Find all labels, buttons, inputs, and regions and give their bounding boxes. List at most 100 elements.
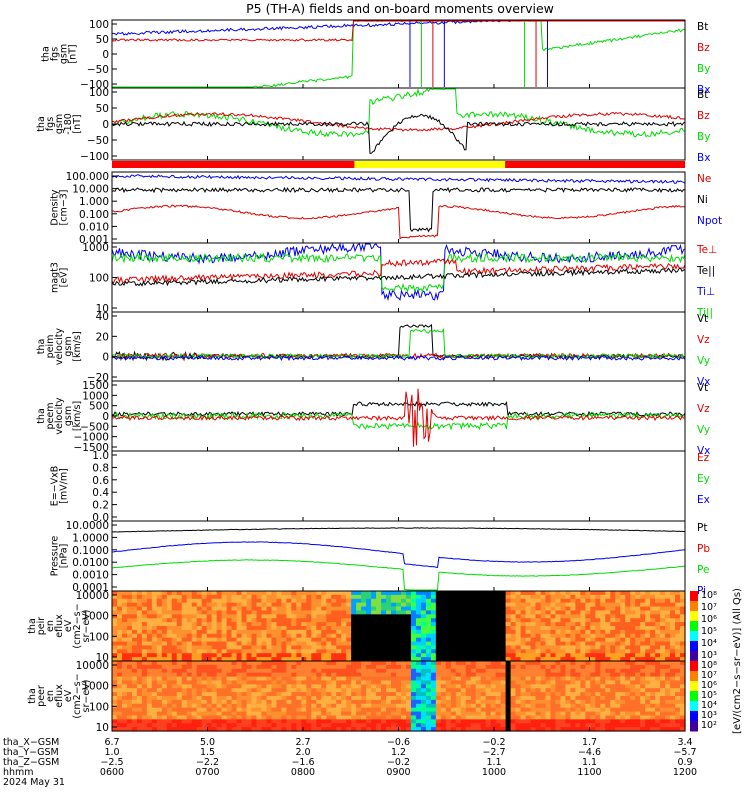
y-axis-label: fgs [50, 47, 61, 61]
electron-spectrogram-cell [405, 723, 412, 728]
ion-spectrogram-cell [296, 633, 302, 639]
ion-spectrogram-cell [455, 629, 462, 635]
electron-spectrogram-cell [525, 688, 532, 693]
electron-spectrogram-cell [301, 703, 307, 709]
electron-spectrogram-cell [605, 723, 611, 728]
ion-spectrogram-cell [246, 594, 253, 600]
electron-spectrogram-cell [500, 711, 507, 717]
ion-spectrogram-cell [605, 637, 611, 643]
electron-spectrogram-cell [221, 727, 228, 732]
electron-spectrogram-cell [560, 668, 567, 674]
ion-spectrogram-cell [460, 649, 467, 654]
y-tick-label: 0 [102, 119, 109, 131]
ion-spectrogram-cell [112, 629, 118, 635]
electron-spectrogram-cell [141, 688, 148, 693]
ion-spectrogram-cell [575, 602, 581, 608]
electron-spectrogram-cell [470, 699, 477, 705]
electron-spectrogram-cell [680, 684, 686, 689]
electron-spectrogram-cell [381, 672, 387, 678]
ion-spectrogram-cell [430, 614, 437, 619]
electron-spectrogram-cell [131, 723, 138, 728]
electron-spectrogram-cell [186, 664, 193, 670]
ion-spectrogram-cell [211, 637, 218, 643]
electron-spectrogram-cell [286, 664, 292, 670]
ion-spectrogram-cell [660, 614, 666, 619]
ion-spectrogram-cell [241, 594, 248, 600]
electron-spectrogram-cell [660, 703, 666, 709]
colorbar-ion-band [690, 641, 698, 652]
bfield-bx-trace [111, 20, 685, 36]
ion-spectrogram-cell [196, 641, 203, 647]
electron-spectrogram-cell [425, 715, 432, 720]
electron-spectrogram-cell [475, 668, 482, 674]
electron-spectrogram-cell [281, 672, 287, 678]
ion-spectrogram-cell [336, 598, 342, 604]
ion-spectrogram-cell [301, 598, 307, 604]
ion-spectrogram-cell [286, 618, 292, 623]
electron-spectrogram-cell [450, 715, 457, 720]
electron-spectrogram-cell [570, 703, 576, 709]
ion-spectrogram-cell [660, 629, 666, 635]
electron-spectrogram-cell [595, 688, 601, 693]
electron-spectrogram-cell [440, 664, 447, 670]
electron-spectrogram-cell [246, 719, 253, 724]
electron-spectrogram-cell [565, 703, 571, 709]
ion-spectrogram-cell [351, 622, 357, 627]
ion-spectrogram-cell [381, 614, 387, 619]
electron-spectrogram-cell [405, 719, 412, 724]
ion-spectrogram-cell [181, 626, 188, 631]
electron-spectrogram-cell [560, 723, 567, 728]
ion-spectrogram-cell [550, 606, 557, 612]
ion-spectrogram-cell [216, 594, 223, 600]
ion-spectrogram-cell [311, 629, 317, 635]
ion-spectrogram-cell [530, 614, 537, 619]
ion-spectrogram-cell [241, 633, 248, 639]
ion-spectrogram-cell [151, 626, 158, 631]
electron-spectrogram-cell [480, 672, 487, 678]
electron-spectrogram-cell [166, 661, 173, 666]
ion-spectrogram-cell [640, 629, 646, 635]
electron-spectrogram-cell [625, 664, 631, 670]
ion-spectrogram-cell [266, 602, 273, 608]
ion-spectrogram-cell [495, 633, 502, 639]
ion-spectrogram-cell [306, 645, 312, 650]
electron-spectrogram-cell [510, 711, 517, 717]
electron-spectrogram-cell [366, 672, 372, 678]
ion-spectrogram-cell [156, 645, 163, 650]
colorbar-ion-band [690, 621, 698, 632]
ion-spectrogram-cell [435, 610, 442, 615]
legend-entry: Te|| [696, 265, 715, 277]
electron-spectrogram-cell [316, 684, 322, 689]
electron-spectrogram-cell [376, 699, 382, 705]
ion-spectrogram-cell [425, 637, 432, 643]
ion-spectrogram-cell [505, 594, 512, 600]
electron-spectrogram-cell [670, 676, 676, 682]
electron-spectrogram-cell [560, 676, 567, 682]
electron-spectrogram-cell [291, 727, 297, 732]
elvel-vy-trace [111, 411, 686, 431]
ion-spectrogram-cell [281, 598, 287, 604]
ion-spectrogram-cell [635, 649, 641, 654]
ion-spectrogram-cell [455, 598, 462, 604]
electron-spectrogram-cell [241, 715, 248, 720]
electron-spectrogram-cell [146, 688, 153, 693]
ion-spectrogram-cell [600, 626, 606, 631]
ion-spectrogram-cell [376, 602, 382, 608]
electron-spectrogram-cell [196, 680, 203, 685]
electron-spectrogram-cell [161, 664, 168, 670]
electron-spectrogram-cell [261, 699, 268, 705]
ion-spectrogram-cell [326, 602, 332, 608]
electron-spectrogram-cell [420, 696, 427, 701]
electron-spectrogram-cell [515, 719, 522, 724]
electron-spectrogram-cell [136, 711, 143, 717]
ion-spectrogram-cell [186, 633, 193, 639]
electron-spectrogram-cell [191, 719, 198, 724]
electron-spectrogram-cell [281, 661, 287, 666]
ion-spectrogram-cell [515, 629, 522, 635]
electron-spectrogram-cell [201, 719, 208, 724]
electron-spectrogram-cell [650, 661, 656, 666]
electron-spectrogram-cell [600, 699, 606, 705]
electron-spectrogram-cell [121, 696, 128, 701]
ion-spectrogram-cell [615, 626, 621, 631]
ion-spectrogram-cell [620, 637, 626, 643]
